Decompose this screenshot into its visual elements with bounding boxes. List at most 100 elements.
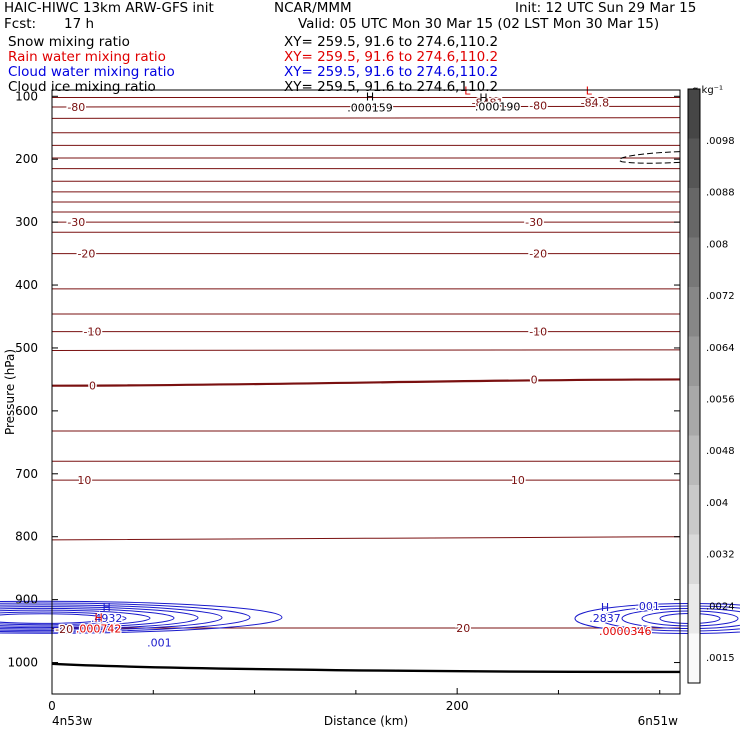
colorbar-tick-label-3: .0072 <box>706 291 735 302</box>
cloud-water-contour-left-0 <box>0 600 283 634</box>
field-name-cloud-water: Cloud water mixing ratio <box>8 64 175 80</box>
y-tick-label-6: 700 <box>15 467 38 481</box>
colorbar-tick-label-4: .0064 <box>706 343 735 354</box>
temperature-contour-18 <box>51 378 681 387</box>
colorbar-tick-label-1: .0088 <box>706 188 735 199</box>
colorbar-tick-label-7: .004 <box>706 498 728 509</box>
colorbar-segment-4 <box>688 287 700 337</box>
cloud-water-contour-left-2 <box>0 604 223 631</box>
extremum-value-8: .2837 <box>589 612 621 625</box>
extremum-value-7: .001 <box>147 636 172 649</box>
cloud-water-contour-left-6 <box>0 611 127 626</box>
field-name-snow: Snow mixing ratio <box>8 34 130 50</box>
temperature-label-7: -20 <box>529 248 547 261</box>
colorbar-segment-7 <box>688 435 700 486</box>
temperature-label-5: -30 <box>525 216 543 229</box>
valid-time: Valid: 05 UTC Mon 30 Mar 15 (02 LST Mon … <box>298 16 660 32</box>
extremum-value-10: .0000346 <box>599 625 652 638</box>
cloud-water-contour-left-3 <box>0 606 199 630</box>
y-tick-label-0: 100 <box>15 89 38 103</box>
fcst-value: 17 h <box>64 16 95 32</box>
colorbar-tick-label-0: .0098 <box>706 136 735 147</box>
extremum-kind-5: H <box>103 601 111 614</box>
temperature-contour-17 <box>51 349 681 351</box>
colorbar-tick-label-10: .0015 <box>706 653 735 664</box>
y-tick-label-8: 900 <box>15 593 38 607</box>
init-time: Init: 12 UTC Sun 29 Mar 15 <box>515 0 697 16</box>
field-xy-rain: XY= 259.5, 91.6 to 274.6,110.2 <box>284 49 499 65</box>
colorbar-segment-5 <box>688 336 700 387</box>
temperature-contour-1 <box>51 105 681 108</box>
extremum-value-0: .000159 <box>347 102 393 115</box>
temperature-label-8: -10 <box>84 326 102 339</box>
temperature-label-9: -10 <box>529 326 547 339</box>
field-xy-snow: XY= 259.5, 91.6 to 274.6,110.2 <box>284 34 499 50</box>
x-endpoint-right: 6n51w <box>638 714 679 728</box>
cloud-water-contour-left-4 <box>0 607 175 629</box>
temperature-label-14: 20 <box>456 622 470 635</box>
cloud-water-contour-left-1 <box>0 602 251 633</box>
extremum-kind-1: L <box>464 84 471 97</box>
temperature-label-15: -20 <box>55 623 73 636</box>
y-tick-label-5: 600 <box>15 404 38 418</box>
temperature-label-6: -20 <box>77 248 95 261</box>
x-tick-label-1: 200 <box>446 699 469 713</box>
x-endpoint-left: 4n53w <box>52 714 93 728</box>
colorbar-segment-0 <box>688 89 700 139</box>
y-tick-label-1: 200 <box>15 152 38 166</box>
extremum-value-6: .000742 <box>76 623 122 636</box>
fcst-label: Fcst: <box>4 16 37 32</box>
colorbar-segment-1 <box>688 138 700 189</box>
colorbar-segment-6 <box>688 386 700 436</box>
extremum-value-9: .001 <box>635 600 660 613</box>
temperature-label-0: -80 <box>67 101 85 114</box>
y-tick-label-7: 800 <box>15 530 38 544</box>
ice-contour-dashed <box>619 151 681 164</box>
colorbar-frame <box>687 88 701 684</box>
extremum-kind-4: L <box>586 84 593 97</box>
temperature-label-11: 0 <box>531 373 538 386</box>
colorbar-segment-10 <box>688 584 700 634</box>
y-tick-label-2: 300 <box>15 215 38 229</box>
colorbar-segment-2 <box>688 188 700 238</box>
colorbar-tick-label-8: .0032 <box>706 550 735 561</box>
plot-frame <box>51 89 681 695</box>
temperature-contour-2 <box>51 117 681 119</box>
colorbar-tick-label-9: .0024 <box>706 601 735 612</box>
extremum-kind-6: H <box>94 612 102 625</box>
temperature-label-12: 10 <box>77 474 91 487</box>
extremum-value-5: .4932 <box>91 612 123 625</box>
x-axis-label: Distance (km) <box>324 714 408 728</box>
temperature-label-1: -8481 <box>472 97 504 110</box>
y-axis-label: Pressure (hPa) <box>3 349 17 435</box>
temperature-label-2: -80 <box>529 100 547 113</box>
temperature-label-13: 10 <box>511 474 525 487</box>
field-xy-cloud-ice: XY= 259.5, 91.6 to 274.6,110.2 <box>284 79 499 95</box>
terrain-line <box>51 662 681 674</box>
title-left: HAIC-HIWC 13km ARW-GFS init <box>4 0 214 16</box>
temperature-label-3: -84.8 <box>581 97 609 110</box>
cloud-water-contour-left-5 <box>0 609 151 627</box>
field-name-rain: Rain water mixing ratio <box>8 49 166 65</box>
colorbar-tick-label-5: .0056 <box>706 395 735 406</box>
y-tick-label-9: 1000 <box>7 656 38 670</box>
temperature-label-10: 0 <box>89 380 96 393</box>
colorbar-tick-label-2: .008 <box>706 239 728 250</box>
y-tick-label-4: 500 <box>15 341 38 355</box>
y-tick-label-3: 400 <box>15 278 38 292</box>
colorbar-segment-3 <box>688 237 700 288</box>
x-tick-label-0: 0 <box>48 699 56 713</box>
temperature-contour-22 <box>51 536 681 541</box>
colorbar-segment-9 <box>688 534 700 585</box>
temperature-label-4: -30 <box>67 216 85 229</box>
extremum-kind-2: H <box>479 91 487 104</box>
colorbar-tick-label-6: .0048 <box>706 446 735 457</box>
center-label: NCAR/MMM <box>274 0 352 16</box>
colorbar-segment-11 <box>688 633 700 684</box>
extremum-kind-0: H <box>366 91 374 104</box>
colorbar-segment-8 <box>688 485 700 535</box>
field-xy-cloud-water: XY= 259.5, 91.6 to 274.6,110.2 <box>284 64 499 80</box>
field-name-cloud-ice: Cloud ice mixing ratio <box>8 79 156 95</box>
extremum-kind-8: H <box>601 601 609 614</box>
